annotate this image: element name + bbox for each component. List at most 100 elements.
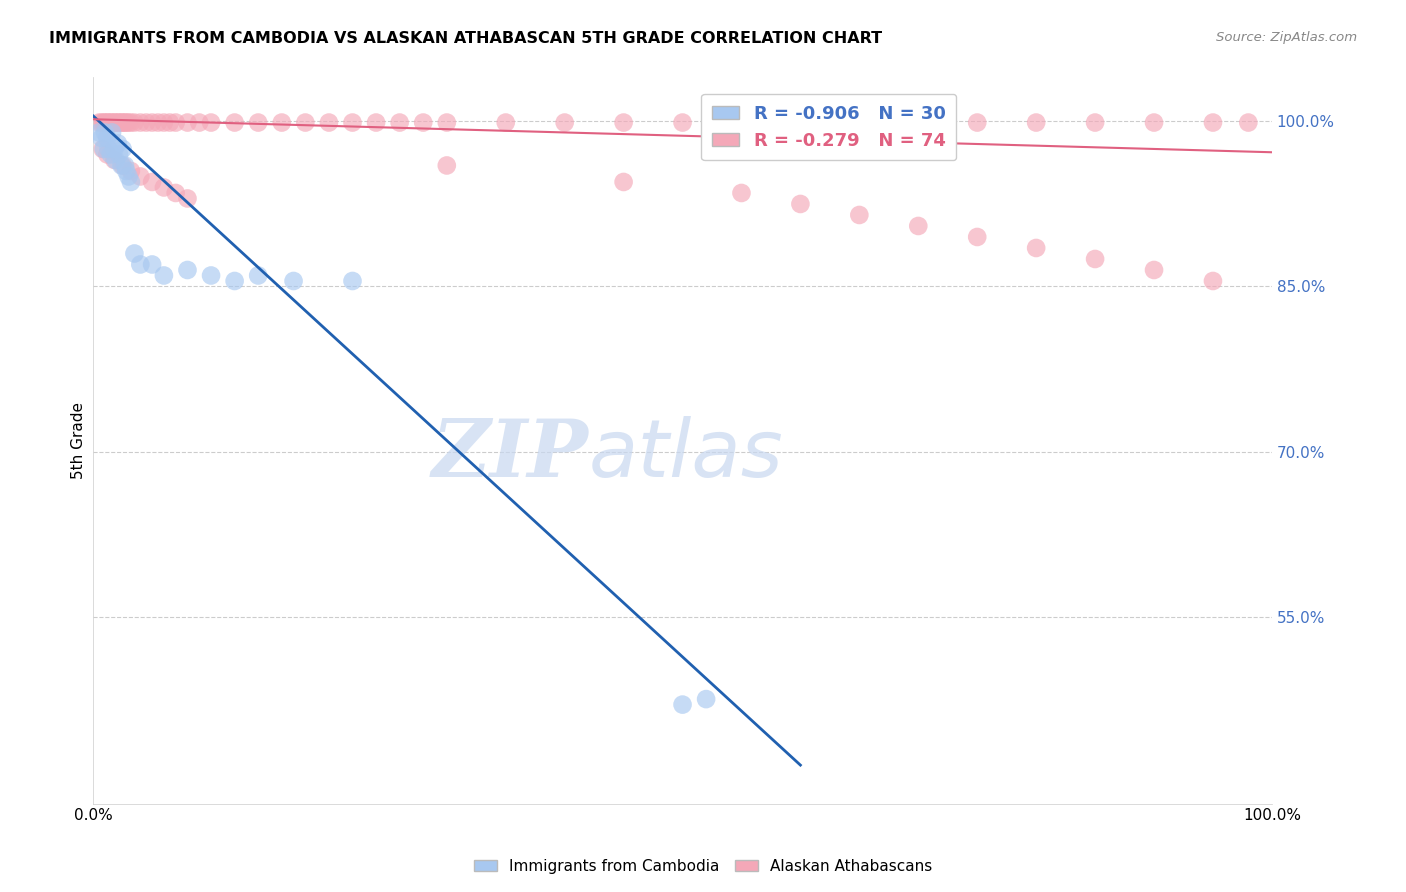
Point [101, 115, 124, 129]
Legend: R = -0.906   N = 30, R = -0.279   N = 74: R = -0.906 N = 30, R = -0.279 N = 74 [702, 94, 956, 161]
Point [117, 115, 139, 129]
Point [146, 115, 169, 129]
Point [966, 230, 988, 244]
Point [613, 175, 636, 189]
Point [671, 698, 693, 712]
Point [97, 115, 120, 129]
Point [436, 158, 458, 172]
Point [87, 115, 110, 129]
Point [165, 186, 187, 200]
Point [613, 115, 636, 129]
Point [141, 258, 163, 272]
Point [97, 142, 120, 156]
Point [907, 219, 929, 233]
Y-axis label: 5th Grade: 5th Grade [72, 402, 86, 479]
Point [141, 175, 163, 189]
Point [283, 274, 305, 288]
Point [153, 115, 176, 129]
Point [94, 115, 117, 129]
Point [100, 115, 122, 129]
Point [96, 131, 118, 145]
Point [107, 115, 129, 129]
Point [93, 142, 115, 156]
Point [671, 115, 693, 129]
Point [114, 115, 136, 129]
Point [364, 115, 387, 129]
Text: Source: ZipAtlas.com: Source: ZipAtlas.com [1216, 31, 1357, 45]
Point [110, 115, 132, 129]
Point [111, 115, 134, 129]
Point [101, 125, 124, 139]
Point [87, 125, 110, 139]
Point [110, 158, 132, 172]
Point [188, 115, 211, 129]
Point [270, 115, 292, 129]
Point [129, 169, 152, 184]
Point [120, 175, 142, 189]
Point [124, 246, 146, 260]
Point [120, 115, 142, 129]
Point [176, 191, 198, 205]
Point [117, 169, 139, 184]
Point [695, 692, 717, 706]
Point [104, 153, 127, 167]
Point [1084, 115, 1107, 129]
Point [1237, 115, 1260, 129]
Point [224, 274, 246, 288]
Point [129, 258, 152, 272]
Point [96, 147, 118, 161]
Point [115, 164, 138, 178]
Point [789, 115, 811, 129]
Point [111, 158, 134, 172]
Point [90, 115, 112, 129]
Point [135, 115, 157, 129]
Point [412, 115, 434, 129]
Point [848, 115, 870, 129]
Point [96, 115, 118, 129]
Point [1202, 274, 1225, 288]
Point [153, 268, 176, 283]
Legend: Immigrants from Cambodia, Alaskan Athabascans: Immigrants from Cambodia, Alaskan Athaba… [468, 853, 938, 880]
Point [108, 115, 131, 129]
Point [848, 208, 870, 222]
Point [176, 263, 198, 277]
Point [495, 115, 517, 129]
Point [789, 197, 811, 211]
Point [200, 268, 222, 283]
Point [224, 115, 246, 129]
Point [94, 125, 117, 139]
Point [129, 115, 152, 129]
Point [91, 142, 114, 156]
Point [176, 115, 198, 129]
Point [1143, 263, 1166, 277]
Point [200, 115, 222, 129]
Point [90, 131, 112, 145]
Point [165, 115, 187, 129]
Point [141, 115, 163, 129]
Point [247, 115, 270, 129]
Point [1143, 115, 1166, 129]
Point [1202, 115, 1225, 129]
Point [907, 115, 929, 129]
Point [554, 115, 576, 129]
Point [318, 115, 340, 129]
Text: IMMIGRANTS FROM CAMBODIA VS ALASKAN ATHABASCAN 5TH GRADE CORRELATION CHART: IMMIGRANTS FROM CAMBODIA VS ALASKAN ATHA… [49, 31, 883, 46]
Point [120, 164, 142, 178]
Point [388, 115, 411, 129]
Point [115, 115, 138, 129]
Point [966, 115, 988, 129]
Point [124, 115, 146, 129]
Point [1084, 252, 1107, 266]
Point [108, 147, 131, 161]
Text: ZIP: ZIP [432, 417, 588, 494]
Point [294, 115, 316, 129]
Point [1025, 115, 1047, 129]
Point [247, 268, 270, 283]
Point [107, 136, 129, 151]
Point [342, 115, 364, 129]
Text: atlas: atlas [588, 416, 783, 494]
Point [153, 180, 176, 194]
Point [114, 158, 136, 172]
Point [730, 115, 752, 129]
Point [103, 142, 125, 156]
